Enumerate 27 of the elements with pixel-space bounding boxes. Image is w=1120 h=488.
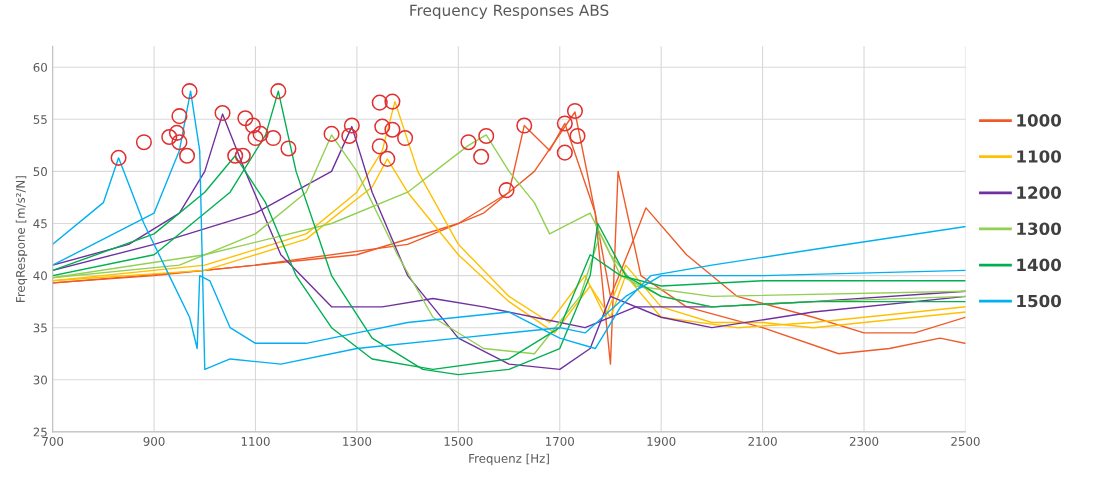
x-tick-label: 2100 (748, 436, 777, 446)
x-tick-label: 700 (42, 436, 64, 446)
x-tick-label: 1500 (444, 436, 473, 446)
y-tick-label: 35 (33, 323, 47, 333)
x-tick-label: 1300 (343, 436, 372, 446)
x-tick-label: 1100 (241, 436, 270, 446)
legend-label: 1000 (1017, 114, 1062, 127)
x-tick-label: 1900 (647, 436, 676, 446)
legend-label: 1200 (1017, 186, 1062, 199)
y-tick-label: 30 (33, 375, 47, 385)
x-tick-label: 2500 (951, 436, 980, 446)
x-tick-label: 2300 (849, 436, 879, 446)
y-tick-label: 40 (33, 271, 47, 281)
chart-title: Frequency Responses ABS (410, 4, 609, 19)
y-tick-label: 50 (33, 167, 47, 177)
y-tick-label: 60 (33, 62, 47, 72)
legend-label: 1100 (1017, 150, 1062, 163)
y-tick-label: 25 (33, 427, 47, 437)
legend-label: 1400 (1017, 258, 1062, 272)
x-tick-label: 900 (143, 436, 165, 446)
y-tick-label: 45 (33, 219, 47, 229)
legend-label: 1500 (1017, 294, 1062, 308)
y-axis-title: FreqRespone [m/s²/N] (15, 176, 28, 302)
x-axis-title: Frequenz [Hz] (469, 453, 549, 466)
y-tick-label: 55 (33, 115, 47, 124)
legend-label: 1300 (1017, 222, 1062, 236)
x-tick-label: 1700 (546, 436, 574, 446)
